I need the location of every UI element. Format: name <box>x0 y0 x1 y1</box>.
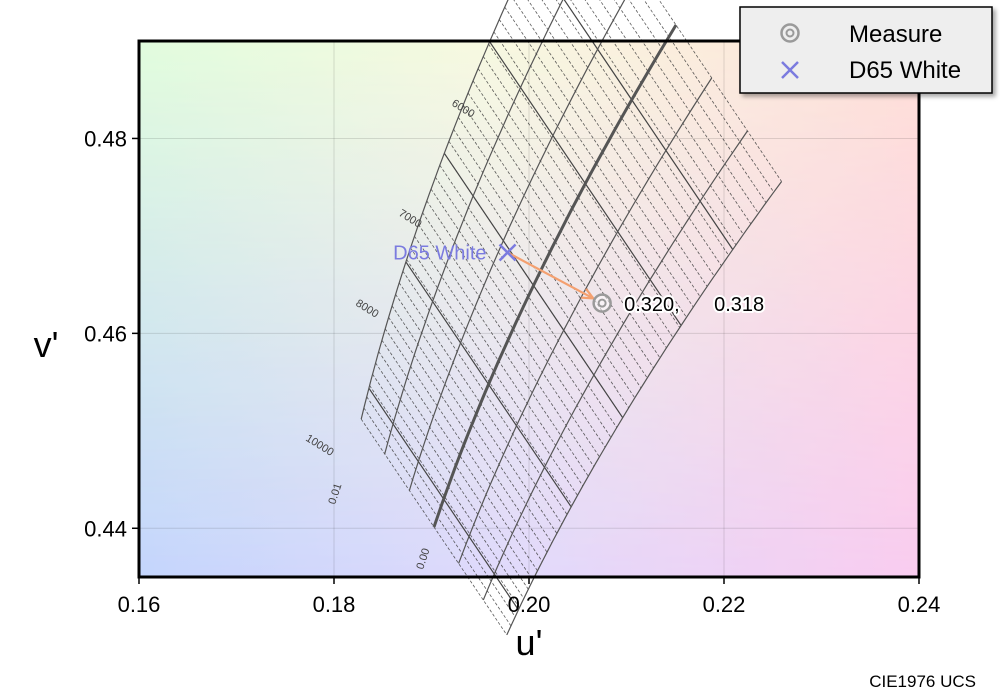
shift-arrow-head <box>581 288 596 300</box>
measure-legend-marker <box>780 23 800 43</box>
y-tick-label: 0.48 <box>84 126 127 151</box>
legend-item-measure: Measure <box>780 21 942 48</box>
chromaticity-background <box>139 41 919 577</box>
isotherm-line <box>498 19 694 308</box>
duv-curve <box>482 130 748 601</box>
isotherm-line <box>477 68 667 349</box>
isotherm-line <box>541 0 722 266</box>
x-axis-label: u' <box>516 622 543 663</box>
isotherm-line <box>599 0 752 225</box>
x-tick-label: 0.24 <box>898 592 941 617</box>
legend-label-measure: Measure <box>849 21 942 48</box>
measure-point <box>592 293 612 313</box>
shift-arrow <box>507 251 594 300</box>
isotherm-line <box>439 165 618 428</box>
measure-point-inner <box>597 298 607 308</box>
d65-white-label: D65 White <box>393 242 486 264</box>
duv-curve <box>360 0 509 420</box>
y-tick-label: 0.46 <box>84 321 127 346</box>
planckian-locus <box>432 24 678 528</box>
y-axis-ticks: 0.44 0.46 0.48 <box>84 126 139 541</box>
duv-curve <box>384 0 564 455</box>
duv-curve <box>506 181 783 636</box>
x-tick-label: 0.20 <box>508 592 551 617</box>
x-axis-ticks: 0.16 0.18 0.20 0.22 0.24 <box>118 577 941 617</box>
d65-cross-stroke <box>498 243 517 262</box>
duv-curve <box>408 0 626 491</box>
legend-item-d65-white: D65 White <box>781 57 961 84</box>
x-tick-label: 0.22 <box>703 592 746 617</box>
legend: Measure D65 White <box>739 6 993 94</box>
isotherm-line <box>482 56 674 338</box>
data-points: D65 White 0.320, 0.318 <box>393 242 766 318</box>
isotherm-line <box>426 200 600 458</box>
measure-label-x: 0.320, <box>624 294 680 316</box>
x-tick-label: 0.16 <box>118 592 161 617</box>
d65-legend-marker <box>781 61 799 79</box>
duv-curve <box>458 77 713 564</box>
x-tick-label: 0.18 <box>313 592 356 617</box>
y-tick-label: 0.44 <box>84 516 127 541</box>
legend-label-d65-white: D65 White <box>849 57 961 84</box>
measure-label-y: 0.318 <box>714 294 764 316</box>
isotherm-line <box>504 6 701 298</box>
isotherm-line <box>458 117 642 389</box>
grid-lines <box>139 41 919 577</box>
y-axis-label: v' <box>34 324 59 365</box>
isotherm-line <box>381 339 538 572</box>
isotherm-line <box>422 212 595 467</box>
d65-white-point <box>498 243 517 262</box>
isotherm-line <box>395 294 558 534</box>
diagram-caption: CIE1976 UCS <box>869 672 976 691</box>
